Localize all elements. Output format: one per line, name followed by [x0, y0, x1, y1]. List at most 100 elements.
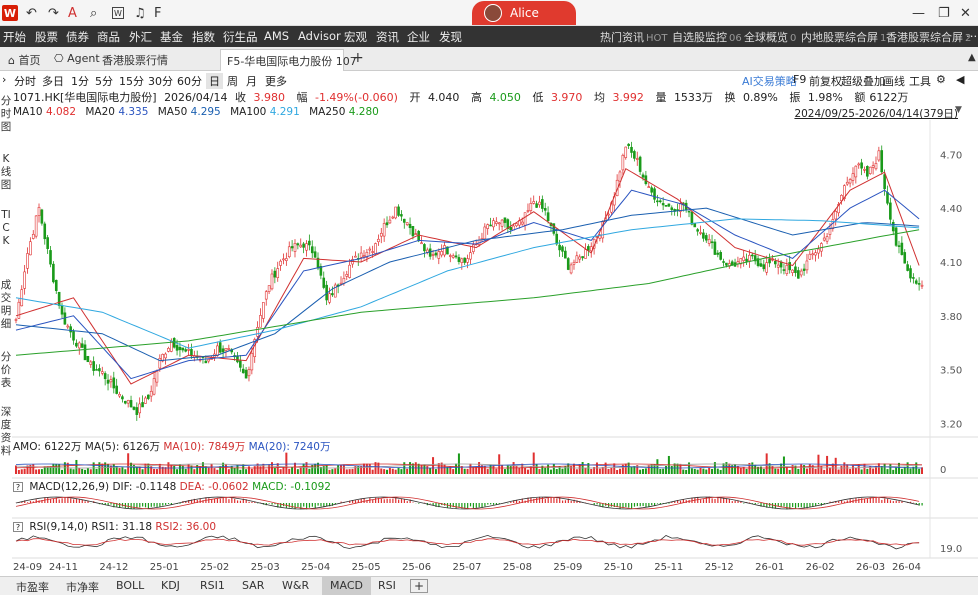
- pdf-icon[interactable]: A: [68, 5, 77, 21]
- close-icon[interactable]: ✕: [960, 5, 971, 21]
- nav-depth[interactable]: 深度资料: [0, 406, 12, 457]
- macd-bar: [743, 503, 745, 504]
- candle-body: [417, 230, 420, 242]
- menu-derivatives[interactable]: 衍生品: [223, 30, 258, 44]
- period-5m[interactable]: 5分: [95, 75, 113, 88]
- minimize-icon[interactable]: —: [912, 5, 925, 21]
- collapse-toolbar-icon[interactable]: ◀: [956, 73, 965, 86]
- forward-adjust-button[interactable]: 前复权: [809, 75, 842, 88]
- tab-pe[interactable]: 市盈率: [16, 581, 49, 594]
- candle-body: [368, 248, 372, 251]
- tab-agent[interactable]: ⎔ Agent: [54, 52, 100, 65]
- volume-bar: [731, 465, 734, 474]
- f9-button[interactable]: F9: [793, 73, 807, 86]
- menu-advisor[interactable]: Advisor: [298, 29, 341, 43]
- candle-body: [457, 257, 461, 262]
- help-icon[interactable]: ?: [13, 482, 23, 492]
- tab-wr[interactable]: W&R: [282, 579, 310, 592]
- user-badge[interactable]: Alice: [472, 1, 576, 25]
- tools-button[interactable]: 工具: [909, 75, 931, 88]
- ai-strategy-button[interactable]: AI交易策略: [742, 75, 797, 88]
- volume-bar: [253, 466, 256, 474]
- more-menu-icon[interactable]: ⋯: [966, 29, 978, 43]
- period-multiday[interactable]: 多日: [42, 75, 64, 88]
- global-overview-link[interactable]: 全球概览 0: [744, 31, 797, 44]
- period-week[interactable]: 周: [227, 75, 238, 88]
- menu-company[interactable]: 企业: [407, 30, 430, 44]
- period-minute[interactable]: 分时: [14, 75, 36, 88]
- candle-body: [555, 233, 559, 245]
- add-indicator-button[interactable]: +: [410, 579, 429, 593]
- tab-home[interactable]: ⌂ 首页: [8, 54, 41, 67]
- candle-body: [814, 252, 817, 256]
- candle-body: [647, 186, 651, 188]
- macd-bar: [794, 503, 797, 509]
- menu-news[interactable]: 资讯: [376, 30, 399, 44]
- menu-ams[interactable]: AMS: [264, 29, 290, 43]
- nav-timeshare[interactable]: 分时图: [0, 95, 12, 133]
- bell-icon[interactable]: ♫: [134, 5, 146, 21]
- maximize-icon[interactable]: ❐: [938, 5, 950, 21]
- settings-gear-icon[interactable]: ⚙: [936, 73, 946, 86]
- wind-icon[interactable]: W: [112, 7, 124, 19]
- nav-trade-detail[interactable]: 成交明细: [0, 279, 12, 330]
- volume-bar: [107, 463, 110, 474]
- macd-bar: [884, 498, 886, 503]
- volume-bar: [259, 466, 262, 474]
- candle-body: [759, 263, 763, 267]
- tab-macd[interactable]: MACD: [322, 577, 371, 595]
- tab-rsi1[interactable]: RSI1: [200, 579, 225, 592]
- candle-body: [797, 270, 800, 279]
- mainland-screen-link[interactable]: 内地股票综合屏 1: [801, 31, 887, 44]
- menu-index[interactable]: 指数: [192, 30, 215, 44]
- menu-macro[interactable]: 宏观: [344, 30, 367, 44]
- tab-sar[interactable]: SAR: [242, 579, 265, 592]
- menu-fx[interactable]: 外汇: [129, 30, 152, 44]
- period-more[interactable]: 更多: [265, 75, 287, 88]
- tab-kdj[interactable]: KDJ: [161, 579, 180, 592]
- draw-line-button[interactable]: 画线: [883, 75, 905, 88]
- period-1m[interactable]: 1分: [71, 75, 89, 88]
- period-day[interactable]: 日: [206, 73, 223, 89]
- period-month[interactable]: 月: [246, 75, 257, 88]
- forward-icon[interactable]: ↷: [48, 5, 59, 21]
- macd-bar: [349, 500, 351, 503]
- add-tab-button[interactable]: +: [352, 50, 364, 66]
- collapse-icon[interactable]: ›: [2, 73, 7, 86]
- period-60m[interactable]: 60分: [177, 75, 202, 88]
- menu-funds[interactable]: 基金: [160, 30, 183, 44]
- chat-icon[interactable]: ⌕: [90, 5, 98, 21]
- nav-kline[interactable]: K线图: [0, 153, 12, 191]
- help-icon[interactable]: ?: [13, 522, 23, 532]
- hk-screen-link[interactable]: 香港股票综合屏 2: [886, 31, 972, 44]
- range-dropdown-icon[interactable]: ▼: [955, 105, 962, 115]
- tab-pb[interactable]: 市净率: [66, 581, 99, 594]
- kline-chart[interactable]: 4.70 4.40 4.10 3.80 3.50 3.20 0 19.0 24-09 24-11 2…: [0, 0, 978, 575]
- tab-boll[interactable]: BOLL: [116, 579, 145, 592]
- x-tick-label: 25-04: [301, 562, 330, 573]
- volume-bar: [872, 468, 875, 474]
- menu-commodities[interactable]: 商品: [97, 30, 120, 44]
- period-15m[interactable]: 15分: [119, 75, 144, 88]
- tab-rsi[interactable]: RSI: [378, 579, 396, 592]
- hot-news-link[interactable]: 热门资讯 HOT: [600, 31, 668, 44]
- nav-tick[interactable]: TICK: [1, 209, 11, 247]
- function-icon[interactable]: F: [154, 5, 162, 21]
- menu-start[interactable]: 开始: [3, 30, 26, 44]
- menu-stocks[interactable]: 股票: [35, 30, 58, 44]
- volume-bar: [860, 469, 863, 474]
- menu-discover[interactable]: 发现: [439, 30, 462, 44]
- menu-bonds[interactable]: 债券: [66, 30, 89, 44]
- super-overlay-button[interactable]: 超级叠加: [841, 75, 885, 88]
- period-30m[interactable]: 30分: [148, 75, 173, 88]
- volume-bar: [823, 469, 826, 474]
- volume: 量 1533万: [655, 91, 713, 104]
- watchlist-monitor-link[interactable]: 自选股监控 06: [672, 31, 742, 44]
- nav-price-table[interactable]: 分价表: [0, 351, 12, 389]
- tab-hk-quotes[interactable]: 香港股票行情: [102, 54, 168, 67]
- date-range[interactable]: 2024/09/25-2026/04/14(379日): [794, 108, 958, 120]
- tab-active-stock[interactable]: F5-华电国际电力股份 107: [220, 49, 357, 71]
- tab-scroll-up-icon[interactable]: ▲: [968, 52, 976, 63]
- back-icon[interactable]: ↶: [26, 5, 37, 21]
- macd-bar: [219, 498, 221, 503]
